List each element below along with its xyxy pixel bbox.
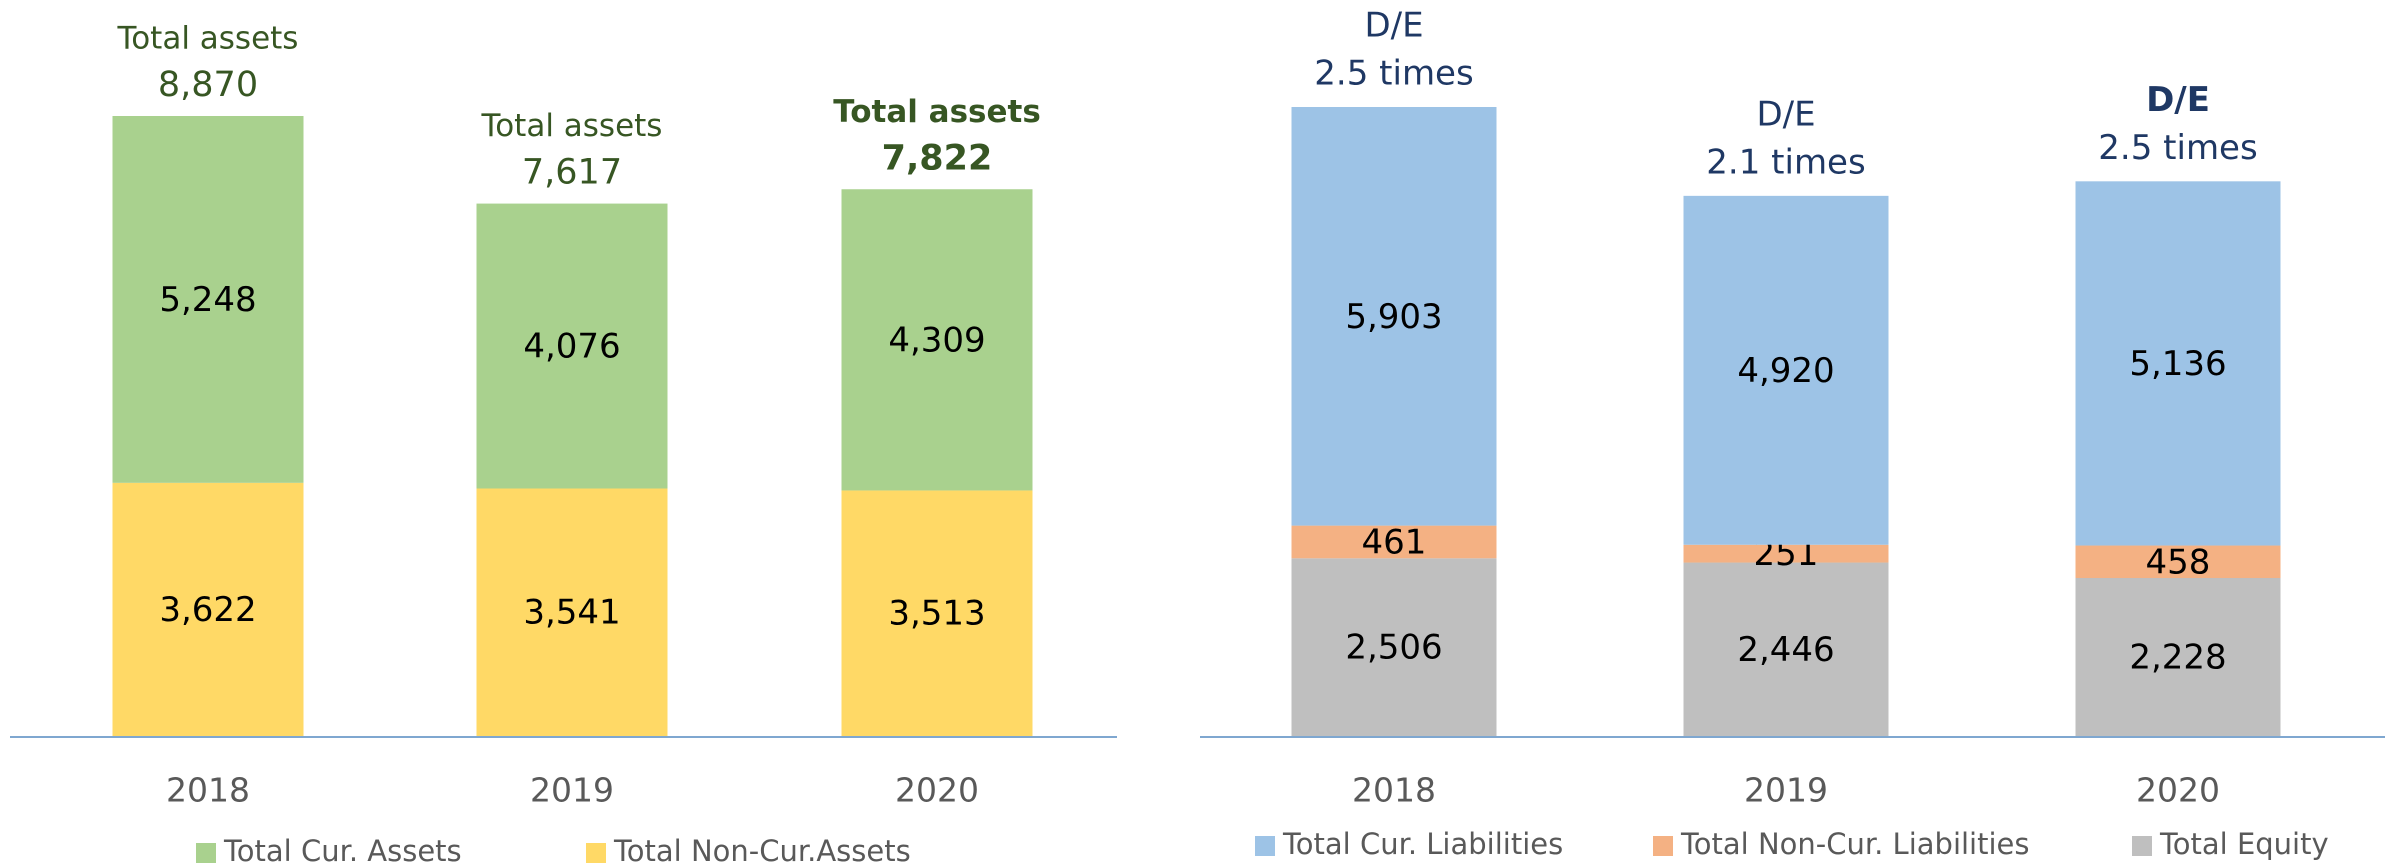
annotation-caption: D/E xyxy=(2146,80,2210,120)
value-label: 2,446 xyxy=(1737,630,1834,670)
bar-segment xyxy=(112,482,304,736)
bar-segment xyxy=(1291,107,1497,526)
x-tick-label: 2019 xyxy=(530,771,614,810)
total-label: 7,822 xyxy=(882,138,993,178)
bar-segment xyxy=(1291,525,1497,559)
value-label: 4,076 xyxy=(523,327,620,367)
bar-segment xyxy=(1683,544,1889,563)
value-label: 458 xyxy=(2146,542,2211,582)
total-label: 7,617 xyxy=(522,153,622,193)
value-label: 3,513 xyxy=(888,594,985,634)
bar-segment xyxy=(112,116,304,483)
value-label: 4,920 xyxy=(1737,351,1834,391)
value-label: 3,541 xyxy=(523,593,620,633)
legend-swatch xyxy=(1255,836,1275,856)
legend-label: Total Cur. Assets xyxy=(223,834,462,868)
value-label: 2,506 xyxy=(1345,628,1442,668)
value-label: 5,136 xyxy=(2129,344,2226,384)
annotation-caption: D/E xyxy=(1364,6,1423,46)
value-label: 461 xyxy=(1362,522,1427,562)
legend-swatch xyxy=(1653,836,1673,856)
bar-segment xyxy=(2075,181,2281,546)
annotation-caption: D/E xyxy=(1756,94,1815,134)
ratio-label: 2.1 times xyxy=(1706,142,1865,182)
legend-label: Total Non-Cur.Assets xyxy=(613,834,911,868)
legend-swatch xyxy=(2132,836,2152,856)
bar-segment xyxy=(476,203,668,489)
bar-segment xyxy=(1683,195,1889,545)
x-tick-label: 2020 xyxy=(2136,771,2220,810)
annotation-caption: Total assets xyxy=(833,94,1041,130)
x-tick-label: 2018 xyxy=(1352,771,1436,810)
x-tick-label: 2019 xyxy=(1744,771,1828,810)
legend-swatch xyxy=(586,843,606,863)
bar-segment xyxy=(841,189,1033,491)
bar-segment xyxy=(2075,545,2281,579)
legend-label: Total Non-Cur. Liabilities xyxy=(1680,827,2030,861)
bar-segment xyxy=(476,488,668,736)
total-label: 8,870 xyxy=(158,65,258,105)
bar-segment xyxy=(1291,558,1497,736)
annotation-caption: Total assets xyxy=(481,108,663,144)
x-tick-label: 2018 xyxy=(166,771,250,810)
ratio-label: 2.5 times xyxy=(2098,128,2257,168)
legend-label: Total Equity xyxy=(2159,827,2329,861)
value-label: 4,309 xyxy=(888,320,985,360)
x-tick-label: 2020 xyxy=(895,771,979,810)
bar-segment xyxy=(841,490,1033,736)
value-label: 2,228 xyxy=(2129,638,2226,678)
bar-segment xyxy=(1683,562,1889,736)
legend-label: Total Cur. Liabilities xyxy=(1282,827,1563,861)
value-label: 5,903 xyxy=(1345,297,1442,337)
annotation-caption: Total assets xyxy=(117,21,299,57)
value-label: 5,248 xyxy=(159,280,256,320)
bar-segment xyxy=(2075,578,2281,736)
legend-swatch xyxy=(196,843,216,863)
value-label: 3,622 xyxy=(159,590,256,630)
ratio-label: 2.5 times xyxy=(1314,54,1473,94)
